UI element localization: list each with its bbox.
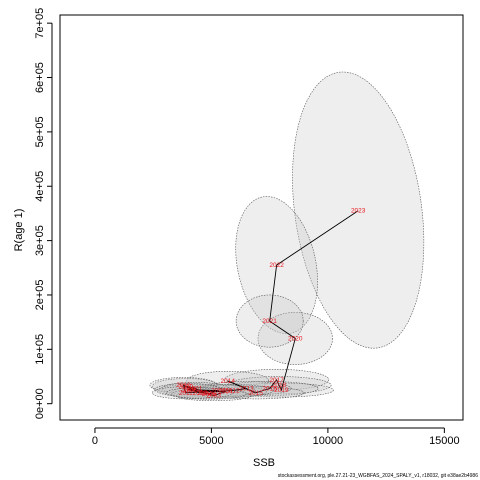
year-label-2002: 2002: [197, 390, 212, 397]
y-tick-label-300000: 3e+05: [34, 225, 46, 256]
year-label-2014: 2014: [220, 378, 235, 385]
year-label-2013: 2013: [239, 385, 254, 392]
year-label-2021: 2021: [262, 318, 277, 325]
y-tick-label-100000: 1e+05: [34, 334, 46, 365]
year-label-2017: 2017: [269, 377, 284, 384]
year-label-2008: 2008: [181, 387, 196, 394]
x-tick-label-10000: 10000: [313, 435, 344, 447]
x-tick-label-5000: 5000: [199, 435, 223, 447]
y-tick-label-200000: 2e+05: [34, 280, 46, 311]
x-tick-label-0: 0: [92, 435, 98, 447]
y-tick-label-700000: 7e+05: [34, 8, 46, 39]
year-label-2000: 2000: [179, 383, 194, 390]
year-label-2023: 2023: [351, 208, 366, 215]
year-label-2005: 2005: [183, 388, 198, 395]
x-axis: 0 5000 10000 15000: [92, 427, 460, 447]
plot-frame: [59, 14, 464, 421]
year-label-2018: 2018: [272, 382, 287, 389]
year-label-2019: 2019: [274, 387, 289, 394]
year-label-2015: 2015: [248, 390, 263, 397]
y-tick-label-400000: 4e+05: [34, 171, 46, 202]
x-tick-label-15000: 15000: [429, 435, 460, 447]
year-label-2004: 2004: [218, 389, 233, 396]
year-label-2010: 2010: [176, 382, 191, 389]
year-label-2011: 2011: [179, 390, 193, 397]
y-axis-title: R(age 1): [13, 209, 25, 252]
footnote: stockassessment.org, ple.27.21-23_WGBFAS…: [277, 473, 478, 479]
year-label-2007: 2007: [211, 388, 226, 395]
year-label-2006: 2006: [202, 391, 217, 398]
y-tick-label-600000: 6e+05: [34, 62, 46, 93]
year-label-2001: 2001: [188, 385, 203, 392]
y-axis: 0e+00 1e+05 2e+05 3e+05 4e+05 5e+05 6e+05 7e+05: [34, 8, 53, 419]
trajectory: [182, 210, 359, 396]
year-label-2009: 2009: [193, 390, 208, 397]
y-tick-label-0: 0e+00: [34, 388, 46, 419]
ellipse-2023: [292, 71, 425, 349]
year-label-2012: 2012: [225, 388, 240, 395]
year-label-2003: 2003: [207, 393, 222, 400]
year-label-2016: 2016: [262, 385, 277, 392]
trajectory-line: [182, 210, 359, 396]
x-axis-title: SSB: [253, 457, 275, 469]
year-label-2020: 2020: [288, 335, 303, 342]
year-label-2022: 2022: [269, 262, 284, 269]
y-tick-label-500000: 5e+05: [34, 116, 46, 147]
